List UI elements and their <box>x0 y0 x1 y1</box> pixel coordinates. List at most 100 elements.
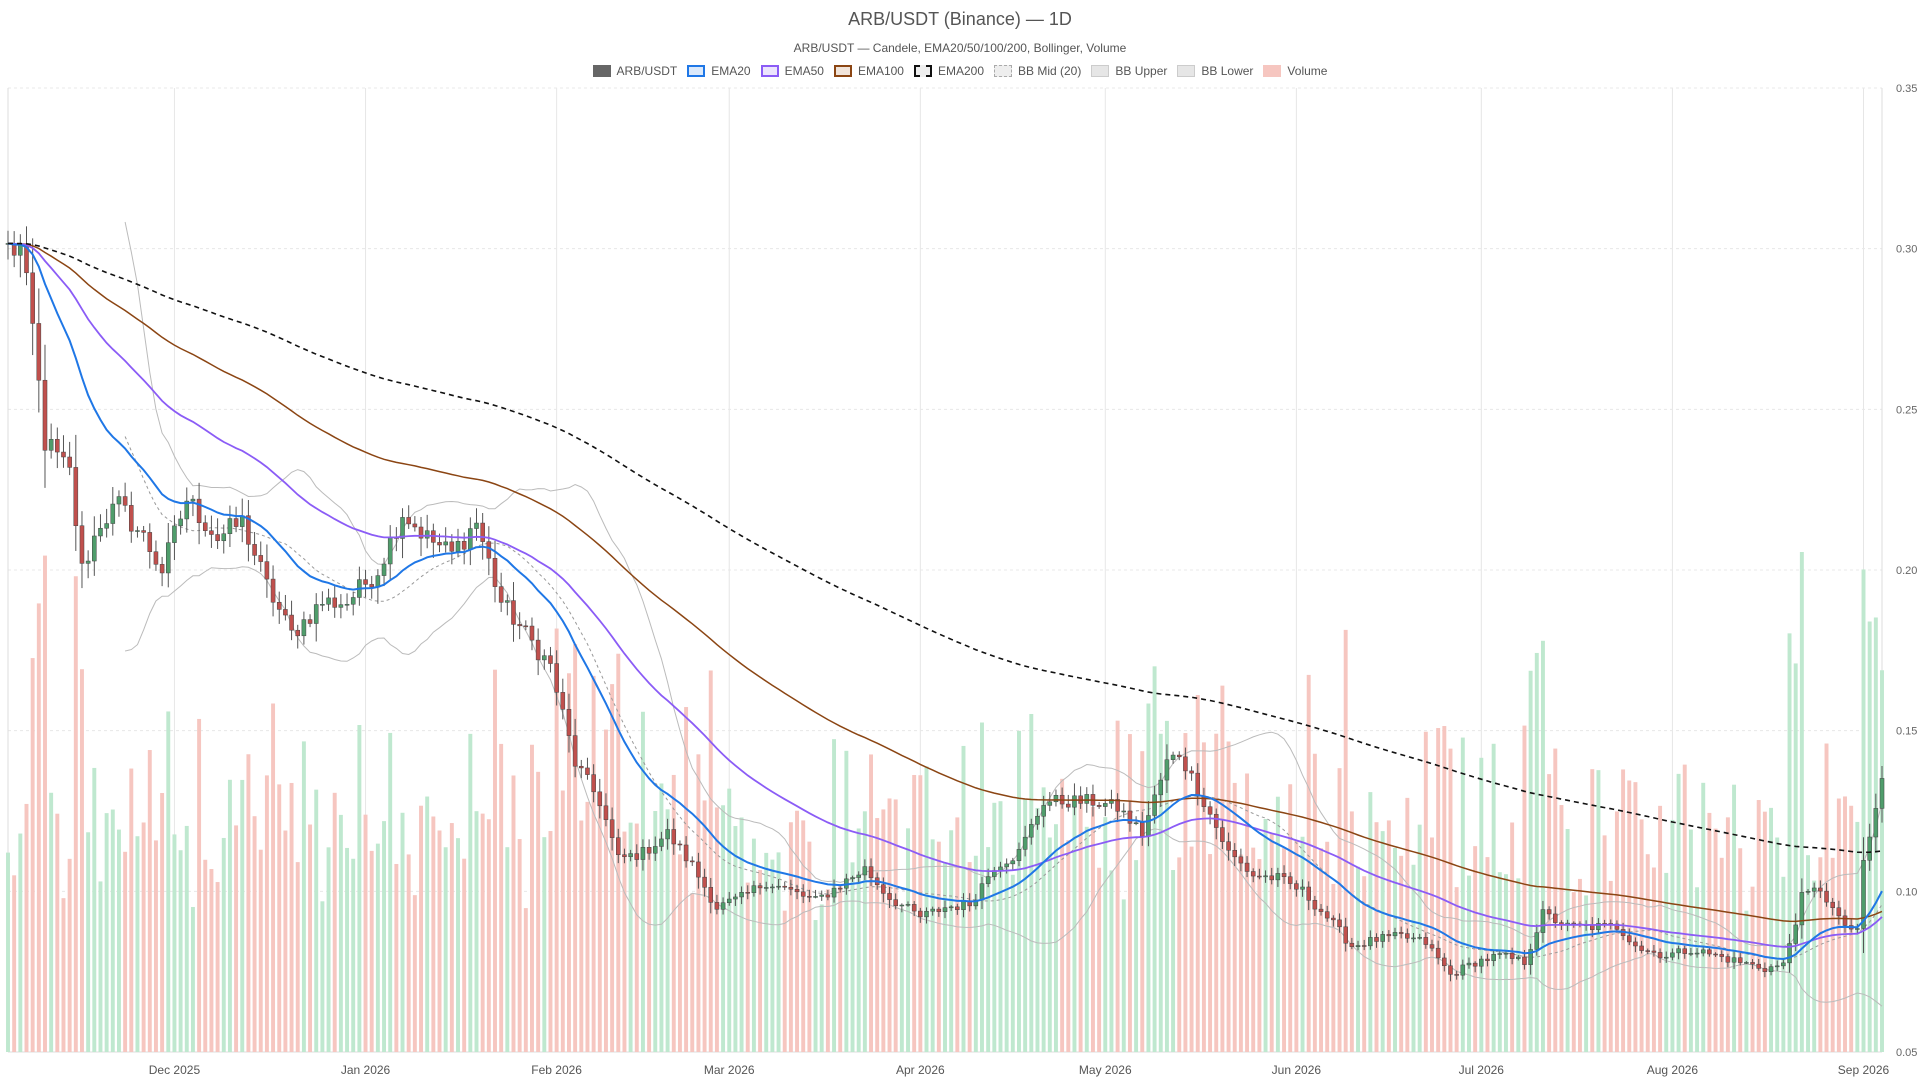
candle-body <box>757 885 763 889</box>
volume-bar <box>425 796 430 1052</box>
candle-body <box>1016 849 1022 861</box>
volume-bar <box>1448 748 1453 1052</box>
volume-bar <box>511 775 516 1052</box>
volume-bar <box>1497 872 1502 1052</box>
volume-bar <box>431 816 436 1052</box>
volume-bar <box>653 811 658 1052</box>
candle-body <box>1645 950 1651 952</box>
volume-bar <box>110 809 115 1052</box>
volume-bar <box>1830 857 1835 1052</box>
legend-item-volume[interactable]: Volume <box>1263 64 1327 78</box>
volume-bar <box>1109 870 1114 1052</box>
volume-bar <box>1300 836 1305 1052</box>
volume-bar <box>172 834 177 1052</box>
candle-body <box>375 575 381 588</box>
volume-bar <box>1861 569 1866 1052</box>
legend-label: EMA50 <box>784 64 824 78</box>
volume-bar <box>523 908 528 1052</box>
volume-bar <box>573 644 578 1052</box>
volume-bar <box>1504 874 1508 1052</box>
volume-bar <box>542 837 547 1052</box>
candle-body <box>579 765 584 769</box>
volume-bar <box>86 832 91 1052</box>
volume-bar <box>1725 817 1730 1052</box>
legend-item-bb_lower[interactable]: BB Lower <box>1177 64 1253 78</box>
legend-item-bb_mid[interactable]: BB Mid (20) <box>994 64 1081 78</box>
volume-bar <box>1356 866 1360 1052</box>
volume-bar <box>332 792 337 1052</box>
candle-body <box>1509 952 1515 959</box>
candle-body <box>1127 810 1133 824</box>
candle-body <box>1651 950 1657 953</box>
candle-body <box>1294 883 1299 890</box>
legend-label: ARB/USDT <box>616 64 678 78</box>
volume-bar <box>1473 846 1478 1052</box>
volume-bar <box>1793 663 1798 1052</box>
volume-bar <box>1855 821 1860 1052</box>
candle-body <box>1084 794 1090 804</box>
volume-bar <box>98 881 103 1052</box>
candle-body <box>1528 949 1533 965</box>
volume-bar <box>1331 883 1336 1052</box>
volume-bar <box>1183 733 1188 1052</box>
legend-item-ema20[interactable]: EMA20 <box>687 64 751 78</box>
candle-body <box>1756 963 1761 969</box>
volume-bar <box>1590 769 1595 1052</box>
candle-body <box>486 541 492 559</box>
volume-bar <box>1232 782 1237 1052</box>
legend-item-ema50[interactable]: EMA50 <box>760 64 824 78</box>
volume-bar <box>116 829 121 1052</box>
volume-bar <box>671 774 676 1052</box>
volume-bar <box>1349 811 1354 1052</box>
candle-body <box>1485 958 1490 961</box>
candle-body <box>609 819 615 838</box>
volume-bar <box>1084 826 1089 1052</box>
candle-body <box>1879 778 1885 809</box>
ema100-line <box>7 242 1883 923</box>
volume-bar <box>135 836 140 1052</box>
volume-bar <box>548 831 553 1052</box>
volume-bar <box>1454 887 1459 1052</box>
legend-item-ema100[interactable]: EMA100 <box>833 64 904 78</box>
candle-body <box>1442 957 1447 967</box>
candle-body <box>1633 941 1638 947</box>
volume-bar <box>375 843 380 1052</box>
volume-bar <box>1189 846 1194 1052</box>
volume-bar <box>499 743 504 1052</box>
volume-bar <box>1701 782 1706 1052</box>
candle-body <box>227 518 233 534</box>
volume-bar <box>474 811 479 1052</box>
candle-body <box>301 619 307 637</box>
candle-body <box>1719 954 1725 957</box>
volume-bar <box>1633 782 1638 1052</box>
volume-bar <box>1325 841 1330 1052</box>
candle-body <box>1386 934 1392 937</box>
candle-body <box>468 528 473 550</box>
volume-bar <box>1226 741 1231 1052</box>
candle-body <box>597 791 603 807</box>
legend-item-candles[interactable]: ARB/USDT <box>592 64 678 78</box>
candle-body <box>807 896 812 898</box>
candle-body <box>135 530 140 532</box>
legend-item-bb_upper[interactable]: BB Upper <box>1091 64 1167 78</box>
legend-item-ema200[interactable]: EMA200 <box>913 64 984 78</box>
volume-bar <box>264 775 269 1052</box>
candle-body <box>1614 923 1620 930</box>
volume-bar <box>1732 784 1737 1052</box>
volume-bar <box>1238 854 1243 1052</box>
candle-body <box>289 614 294 631</box>
volume-bar <box>1201 742 1206 1052</box>
candle-body <box>1029 824 1034 838</box>
candle-body <box>572 735 578 767</box>
volume-bar <box>1399 855 1404 1052</box>
volume-bar <box>1029 713 1034 1052</box>
volume-bar <box>1047 837 1052 1052</box>
candle-body <box>461 540 467 550</box>
volume-bar <box>684 707 689 1052</box>
volume-bar <box>1553 748 1558 1052</box>
volume-bar <box>807 841 812 1052</box>
candle-body <box>110 503 116 524</box>
candle-body <box>831 887 837 898</box>
volume-bar <box>1621 769 1626 1052</box>
candle-body <box>1053 794 1059 803</box>
